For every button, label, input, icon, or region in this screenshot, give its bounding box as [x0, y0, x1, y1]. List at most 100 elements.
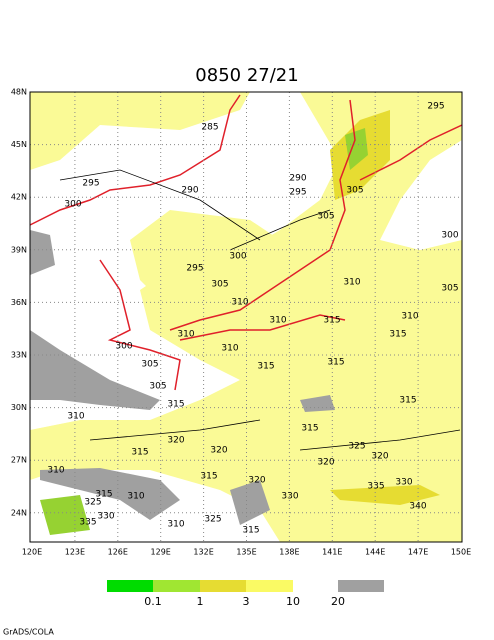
contour-label: 310 — [177, 330, 194, 340]
lat-label: 48N — [11, 88, 27, 97]
contour-label: 300 — [441, 231, 458, 241]
contour-label: 310 — [269, 316, 286, 326]
contour-label: 310 — [343, 278, 360, 288]
legend: 0.1 1 3 10 20 — [107, 580, 384, 608]
contour-label: 330 — [281, 492, 298, 502]
lat-label: 39N — [11, 245, 27, 254]
contour-label: 305 — [141, 360, 158, 370]
contour-label: 295 — [82, 179, 99, 189]
shade — [330, 485, 440, 505]
lat-label: 30N — [11, 403, 27, 412]
contour-label: 305 — [317, 212, 334, 222]
lon-label: 123E — [65, 548, 85, 557]
contour-label: 335 — [79, 518, 96, 528]
contour-label: 315 — [399, 396, 416, 406]
contour-label: 300 — [229, 252, 246, 262]
lat-label: 27N — [11, 456, 27, 465]
contour-label: 315 — [167, 400, 184, 410]
contour-label: 310 — [221, 344, 238, 354]
legend-swatch — [153, 580, 200, 592]
footer: GrADS/COLA — [3, 628, 54, 637]
contour-label: 310 — [231, 298, 248, 308]
contour-label: 310 — [47, 466, 64, 476]
legend-label: 1 — [197, 595, 204, 608]
contour-label: 320 — [317, 458, 334, 468]
lat-label: 33N — [11, 351, 27, 360]
contour-label: 315 — [327, 358, 344, 368]
legend-swatch — [200, 580, 246, 592]
contour-label: 315 — [242, 526, 259, 536]
contour-label: 315 — [200, 472, 217, 482]
lat-label: 42N — [11, 193, 27, 202]
lon-label: 129E — [151, 548, 171, 557]
lon-label: 138E — [279, 548, 299, 557]
legend-swatch — [107, 580, 153, 592]
shade — [130, 210, 280, 300]
contour-label: 315 — [301, 424, 318, 434]
contour-label: 310 — [401, 312, 418, 322]
lon-label: 147E — [408, 548, 428, 557]
lon-label: 126E — [108, 548, 128, 557]
lon-label: 150E — [451, 548, 471, 557]
contour-label: 320 — [167, 436, 184, 446]
lon-label: 144E — [365, 548, 385, 557]
contour-label: 315 — [323, 316, 340, 326]
lon-label: 141E — [322, 548, 342, 557]
contour-label: 290 — [181, 186, 198, 196]
contour-label: 300 — [115, 342, 132, 352]
contour-label: 305 — [441, 284, 458, 294]
legend-label: 3 — [243, 595, 250, 608]
contour-label: 310 — [127, 492, 144, 502]
contour-label: 325 — [84, 498, 101, 508]
contour-label: 340 — [409, 502, 426, 512]
contour-label: 300 — [64, 200, 81, 210]
contour-label: 315 — [131, 448, 148, 458]
lon-label: 132E — [193, 548, 213, 557]
legend-swatch — [246, 580, 293, 592]
lon-label: 120E — [22, 548, 42, 557]
contour — [59, 169, 461, 451]
contour-label: 310 — [167, 520, 184, 530]
legend-label: 10 — [286, 595, 300, 608]
lat-label: 45N — [11, 140, 27, 149]
contour-label: 285 — [201, 123, 218, 133]
legend-label: 0.1 — [144, 595, 162, 608]
lat-label: 24N — [11, 508, 27, 517]
shade — [30, 330, 160, 410]
contour-label: 335 — [367, 482, 384, 492]
lat-label: 36N — [11, 298, 27, 307]
contour-label: 330 — [97, 512, 114, 522]
shade — [30, 230, 55, 275]
grid — [30, 92, 462, 542]
contour-label: 310 — [67, 412, 84, 422]
lon-label: 135E — [236, 548, 256, 557]
map-title: 0850 27/21 — [195, 65, 298, 86]
contour-label: 305 — [346, 186, 363, 196]
contour-label: 320 — [248, 476, 265, 486]
shade — [40, 495, 90, 535]
map-border — [29, 91, 463, 543]
contour-label: 330 — [395, 478, 412, 488]
shade — [230, 480, 270, 525]
legend-label: 20 — [331, 595, 345, 608]
contour-label: 295 — [289, 188, 306, 198]
contour-label: 325 — [348, 442, 365, 452]
shade — [30, 92, 250, 170]
contour-label: 325 — [204, 515, 221, 525]
shade — [345, 128, 368, 170]
legend-swatch — [338, 580, 384, 592]
contour-label: 320 — [371, 452, 388, 462]
contour-label: 290 — [289, 174, 306, 184]
contour-label: 315 — [257, 362, 274, 372]
contour-label: 315 — [95, 490, 112, 500]
contour-label: 305 — [149, 382, 166, 392]
contour-label: 315 — [389, 330, 406, 340]
contour-label: 320 — [210, 446, 227, 456]
contour-label: 295 — [427, 102, 444, 112]
coastline — [29, 94, 463, 391]
contour-label: 305 — [211, 280, 228, 290]
contour-label: 295 — [186, 264, 203, 274]
